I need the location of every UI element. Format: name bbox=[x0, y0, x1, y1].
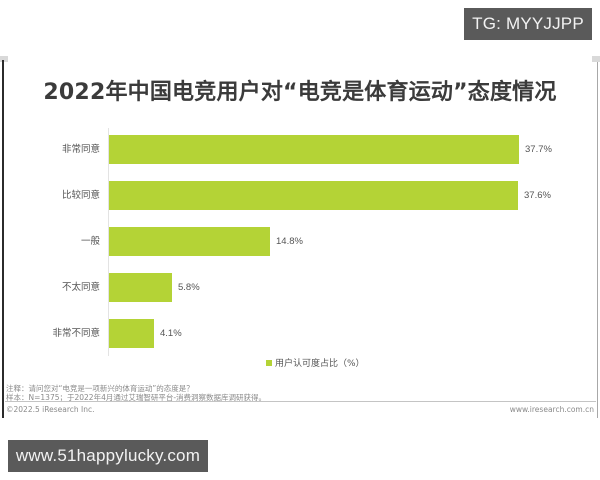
category-label: 一般 bbox=[80, 236, 100, 247]
value-label: 37.7% bbox=[525, 144, 552, 155]
category-label: 比较同意 bbox=[61, 190, 100, 201]
category-label: 不太同意 bbox=[61, 282, 100, 293]
category-label: 非常同意 bbox=[61, 144, 100, 155]
tg-watermark: TG: MYYJJPP bbox=[464, 8, 592, 40]
frame-corner-left bbox=[0, 56, 8, 62]
legend-swatch-icon bbox=[266, 359, 272, 366]
category-label: 非常不同意 bbox=[52, 328, 100, 339]
frame-border-left bbox=[2, 60, 4, 418]
footnote-sample: 样本：N=1375；于2022年4月通过艾瑞智研平台-消费洞察数据库调研获得。 bbox=[6, 393, 267, 402]
value-label: 37.6% bbox=[524, 190, 551, 201]
site-watermark: www.51happylucky.com bbox=[8, 440, 208, 472]
bar bbox=[109, 181, 518, 210]
bar bbox=[109, 273, 172, 302]
frame-border-right bbox=[597, 62, 598, 418]
bar bbox=[109, 227, 270, 256]
value-label: 4.1% bbox=[160, 328, 182, 339]
chart-legend: 用户认可度占比（%） bbox=[266, 356, 365, 369]
footnote-note: 注释：请问您对“电竞是一项新兴的体育运动”的态度是？ bbox=[6, 384, 194, 393]
bar bbox=[109, 319, 154, 348]
y-axis-line bbox=[108, 128, 109, 356]
source-website: www.iresearch.com.cn bbox=[509, 405, 594, 414]
footer-divider bbox=[5, 401, 596, 402]
legend-label: 用户认可度占比（%） bbox=[275, 359, 365, 369]
chart-title: 2022年中国电竞用户对“电竞是体育运动”态度情况 bbox=[43, 80, 557, 105]
copyright-text: ©2022.5 iResearch Inc. bbox=[6, 405, 95, 414]
value-label: 14.8% bbox=[276, 236, 303, 247]
frame-corner-right bbox=[592, 56, 600, 62]
bar bbox=[109, 135, 519, 164]
value-label: 5.8% bbox=[178, 282, 200, 293]
